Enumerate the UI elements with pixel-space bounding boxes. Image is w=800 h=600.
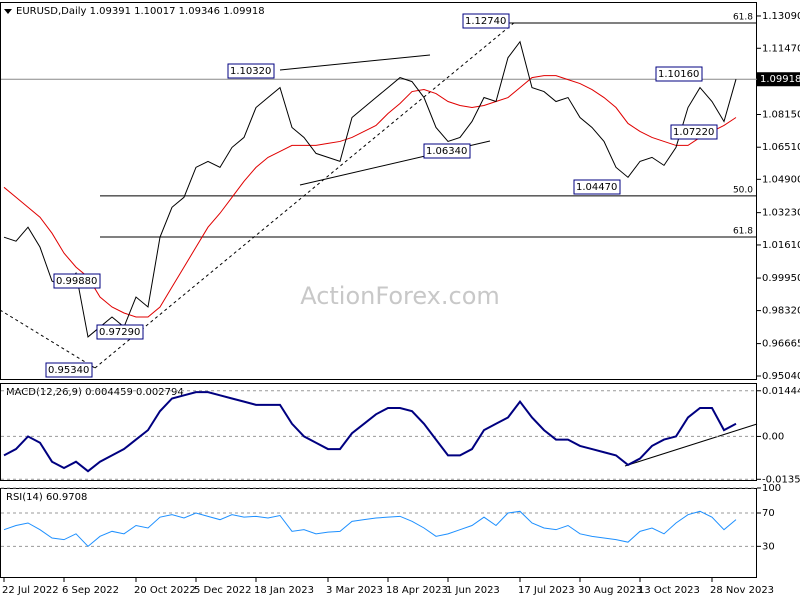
y-tick-label: -0.013558	[762, 474, 800, 485]
x-tick-label: 30 Aug 2023	[578, 585, 642, 596]
fib-label: 61.8	[733, 12, 753, 22]
annotation: 1.06340	[426, 146, 467, 157]
annotation-box	[462, 13, 510, 29]
last-price-label: 1.09918	[760, 74, 800, 85]
y-tick-label: 100	[762, 483, 781, 494]
trendline	[624, 423, 758, 467]
y-tick-label: 1.11470	[762, 43, 800, 54]
panel-arrow	[4, 9, 12, 14]
y-tick-label: 0.95040	[762, 371, 800, 382]
y-tick-label: 70	[762, 508, 775, 519]
trendline	[279, 54, 431, 71]
y-tick-label: 1.03230	[762, 208, 800, 219]
y-tick-label: 1.06510	[762, 142, 800, 153]
y-tick-label: 0.99950	[762, 273, 800, 284]
y-tick-label: 0.98320	[762, 306, 800, 317]
x-tick-label: 3 Mar 2023	[326, 585, 383, 596]
annotation-box	[655, 66, 703, 82]
annotation: 1.07220	[673, 127, 714, 138]
x-tick-label: 5 Dec 2022	[194, 585, 252, 596]
y-tick-label: 0.00	[762, 431, 784, 442]
y-tick-label: 0.96665	[762, 339, 800, 350]
y-tick-label: 1.04900	[762, 174, 800, 185]
annotation: 1.10320	[230, 66, 271, 77]
annotation-box	[227, 63, 275, 79]
annotation-box	[423, 143, 471, 159]
annotation: 1.10160	[658, 69, 699, 80]
y-tick-label: 1.13090	[762, 11, 800, 22]
y-tick-label: 1.08150	[762, 110, 800, 121]
x-tick-label: 28 Nov 2023	[710, 585, 774, 596]
fib-label: 50.0	[733, 185, 753, 195]
annotation-box	[573, 179, 621, 195]
fib-label: 61.8	[733, 226, 753, 236]
annotation: 1.12740	[465, 16, 506, 27]
line	[3, 75, 737, 318]
annotation-box	[53, 273, 101, 289]
x-tick-label: 22 Jul 2022	[2, 585, 59, 596]
x-tick-label: 13 Oct 2023	[638, 585, 700, 596]
rsi-title: RSI(14) 60.9708	[6, 492, 87, 503]
annotation-box	[45, 362, 93, 378]
x-tick-label: 18 Apr 2023	[386, 585, 448, 596]
annotation-box	[670, 124, 718, 140]
watermark: ActionForex.com	[300, 282, 500, 310]
line	[3, 391, 737, 473]
macd-title: MACD(12,26,9) 0.004459 0.002794	[6, 387, 184, 398]
y-tick-label: 1.01610	[762, 240, 800, 251]
x-tick-label: 1 Jun 2023	[446, 585, 500, 596]
y-tick-label: 30	[762, 541, 775, 552]
annotation: 0.97290	[99, 327, 140, 338]
y-tick-label: 0.014446	[762, 386, 800, 397]
annotation: 1.04470	[576, 182, 617, 193]
last-price-box	[757, 72, 800, 87]
price-panel	[0, 2, 757, 380]
rsi-panel	[0, 488, 757, 578]
annotation-box	[96, 324, 144, 340]
annotation: 0.95340	[48, 365, 89, 376]
x-tick-label: 18 Jan 2023	[254, 585, 314, 596]
trendline	[94, 21, 516, 369]
annotation: 0.99880	[56, 276, 97, 287]
trendline	[0, 309, 96, 369]
line	[3, 40, 737, 338]
x-tick-label: 6 Sep 2022	[62, 585, 119, 596]
macd-panel	[0, 383, 757, 481]
price-title: EURUSD,Daily 1.09391 1.10017 1.09346 1.0…	[16, 6, 265, 17]
line	[3, 510, 737, 548]
x-tick-label: 17 Jul 2023	[518, 585, 575, 596]
x-tick-label: 20 Oct 2022	[134, 585, 196, 596]
